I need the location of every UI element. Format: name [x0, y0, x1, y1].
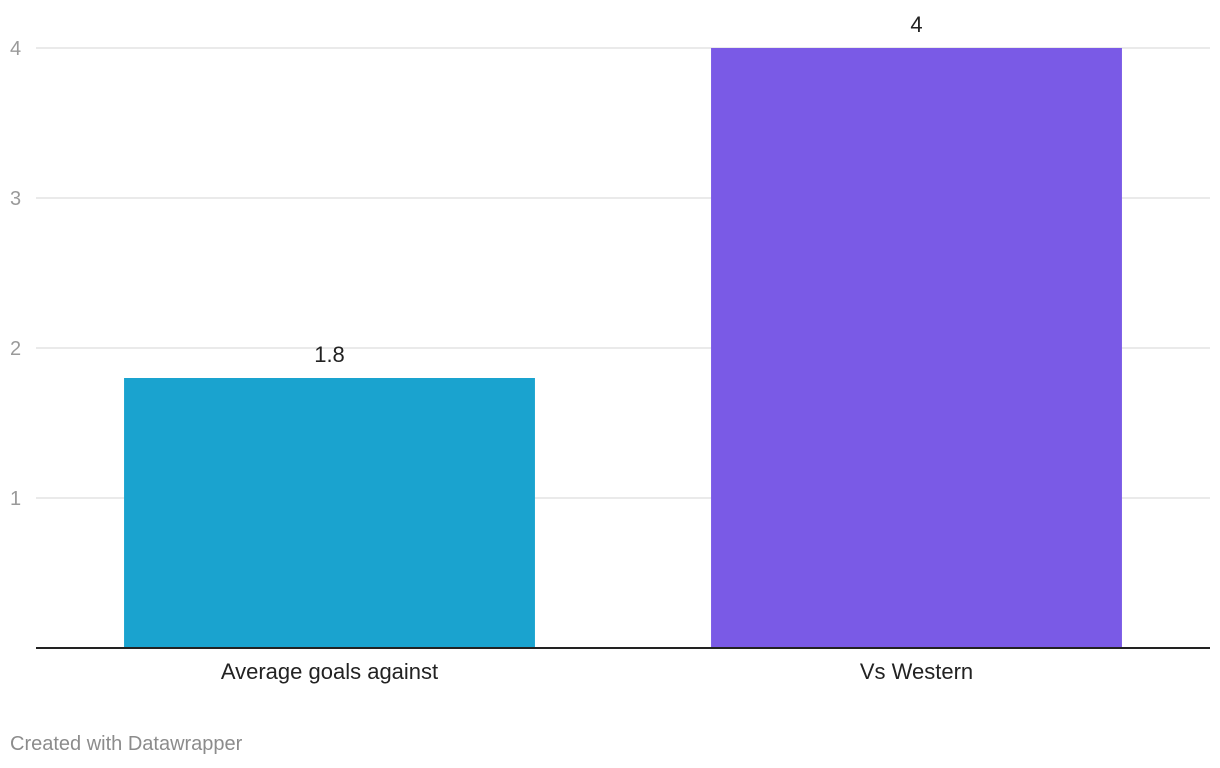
credit-text: Created with Datawrapper: [10, 733, 243, 755]
value-label-2: 4: [910, 12, 922, 37]
bar-2: [711, 48, 1122, 648]
value-label-1: 1.8: [314, 342, 345, 367]
y-tick-label-1: 1: [10, 488, 21, 510]
bars: [124, 48, 1122, 648]
bar-1: [124, 378, 535, 648]
y-tick-label-3: 3: [10, 188, 21, 210]
labels: 1 2 3 4 1.8 Average goals against 4 Vs Western: [10, 12, 973, 684]
y-tick-label-2: 2: [10, 338, 21, 360]
y-tick-label-4: 4: [10, 38, 21, 60]
x-category-label-1: Average goals against: [221, 659, 438, 684]
x-category-label-2: Vs Western: [860, 659, 973, 684]
